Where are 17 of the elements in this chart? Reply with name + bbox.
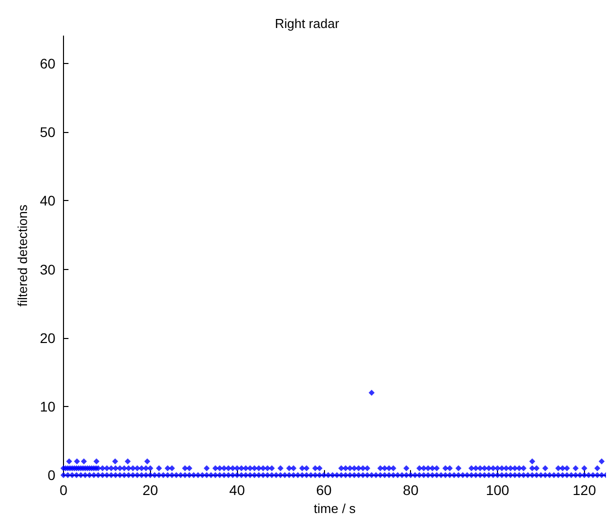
- y-tick-label: 10: [40, 398, 56, 414]
- x-tick-label: 60: [316, 482, 332, 498]
- y-tick-label: 0: [48, 467, 56, 484]
- x-axis-title: time / s: [314, 501, 356, 516]
- x-tick-label: 100: [486, 482, 510, 498]
- x-tick-label: 80: [402, 482, 419, 498]
- y-tick-label: 30: [40, 261, 56, 278]
- x-tick-label: 40: [229, 482, 246, 498]
- y-tick-label: 60: [40, 55, 56, 72]
- y-tick-label: 50: [40, 124, 56, 140]
- x-tick-label: 20: [142, 482, 158, 498]
- y-axis-title: filtered detections: [15, 204, 30, 307]
- y-tick-label: 20: [40, 330, 56, 346]
- x-tick-label: 120: [572, 482, 596, 498]
- x-tick-label: 0: [60, 482, 68, 498]
- chart-title: Right radar: [274, 16, 340, 31]
- y-tick-label: 40: [40, 192, 56, 209]
